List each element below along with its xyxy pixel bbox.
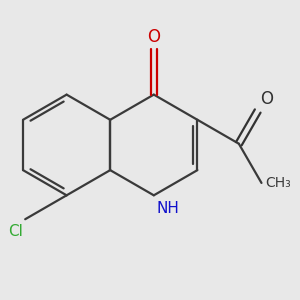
Text: O: O xyxy=(147,28,160,46)
Text: O: O xyxy=(260,91,273,109)
Text: CH₃: CH₃ xyxy=(266,176,291,190)
Text: NH: NH xyxy=(156,201,179,216)
Text: Cl: Cl xyxy=(8,224,23,239)
